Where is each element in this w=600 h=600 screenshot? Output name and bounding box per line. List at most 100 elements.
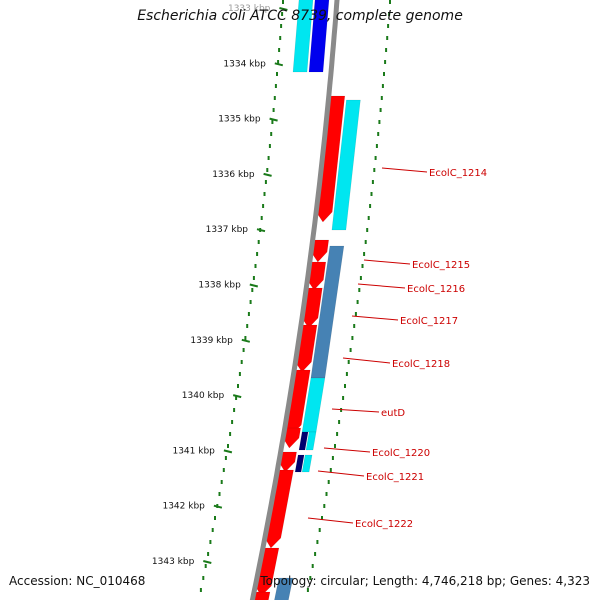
scale-dot [229,432,232,436]
scale-dot [214,516,216,520]
scale-dot [277,60,280,64]
scale-dot [342,396,345,400]
kbp-tick-label: 1340 kbp [182,391,225,401]
scale-dot [273,96,276,100]
genome-backbone [249,0,340,600]
scale-dot [246,324,249,328]
scale-dot [256,252,259,256]
scale-dot [202,576,205,580]
scale-dot [381,84,384,88]
scale-dot [252,276,255,280]
gene-leader-line [323,447,371,453]
scale-dot [367,216,370,220]
gene-leader-line [381,167,428,173]
scale-dot [264,180,267,184]
cds-cyan-small-2 [301,454,313,473]
scale-dot [240,360,243,364]
scale-dot [267,156,270,160]
scale-dot [311,564,314,568]
scale-dot [388,12,391,16]
scale-dot [237,384,239,388]
scale-dot [323,504,326,508]
gene-leader-line [307,517,354,524]
scale-dot [386,36,389,40]
kbp-tick-label: 1334 kbp [223,59,266,69]
kbp-tick-mark [203,560,212,564]
kbp-tick-mark [279,7,288,11]
scale-dot [351,336,354,340]
scale-dot [238,372,241,376]
kbp-tick-mark [249,283,259,288]
kbp-tick-label: 1342 kbp [162,502,205,512]
scale-dot [233,408,236,412]
gene-leader-line [317,470,365,477]
scale-dot [377,132,380,136]
genome-backbone-line [249,0,340,600]
scale-dot [325,492,328,496]
gene-leader-line [363,259,411,265]
scale-dot [280,24,283,28]
scale-dot [361,264,364,268]
scale-dot [257,240,260,244]
inner-scale-dots [199,0,284,592]
scale-dot [363,252,366,256]
scale-dot [268,144,271,148]
scale-dot [278,48,281,52]
scale-dot [344,384,346,388]
scale-dot [235,396,238,400]
scale-dot [249,300,252,304]
gene-label: EcolC_1216 [407,284,465,295]
scale-dot [334,444,336,448]
scale-dot [366,228,369,232]
scale-dot [222,468,225,472]
scale-dot [354,312,357,316]
topology-text: Topology: circular; Length: 4,746,218 bp… [260,574,590,588]
scale-dot [380,96,383,100]
scale-dot [378,120,381,124]
gene-leader-line [357,283,406,289]
scale-dot [331,456,334,460]
gene-leader-line [342,357,391,364]
scale-dot [231,420,234,424]
scale-dot [266,168,269,172]
scale-dot [211,528,214,532]
kbp-tick-mark [274,62,284,67]
accession-text: Accession: NC_010468 [9,574,146,588]
scale-dot [349,348,352,352]
cds-bottom-steel [274,577,294,600]
outer-scale-dots [306,0,391,592]
kbp-tick-mark [241,338,251,343]
gene-leader-line [351,315,399,321]
kbp-tick-mark [263,172,272,177]
map-title: Escherichia coli ATCC 8739, complete gen… [137,8,463,24]
kbp-tick-label: 1336 kbp [212,170,255,180]
scale-dot [359,276,362,280]
scale-dot [227,444,229,448]
scale-dot [306,588,309,592]
scale-dot [321,516,323,520]
cds-ecolc-1214 [331,99,361,231]
scale-dot [207,552,210,556]
kbp-tick-label: 1343 kbp [152,557,195,567]
scale-dot [356,300,359,304]
cds-top-cyan [292,0,314,73]
scale-dot [314,552,317,556]
scale-dot [281,12,284,16]
scale-dot [329,468,332,472]
kbp-tick-mark [269,117,278,122]
scale-dot [262,204,265,208]
scale-dot [218,492,221,496]
scale-dot [345,372,348,376]
scale-dot [318,528,321,532]
scale-dot [383,72,385,76]
scale-dot [387,24,390,28]
gene-red-10 [252,591,271,600]
scale-dot [279,36,282,40]
gene-label: EcolC_1214 [429,168,487,179]
scale-dot [353,324,356,328]
scale-dot [270,132,273,136]
gene-label: EcolC_1218 [392,359,450,370]
scale-dot [204,564,207,568]
